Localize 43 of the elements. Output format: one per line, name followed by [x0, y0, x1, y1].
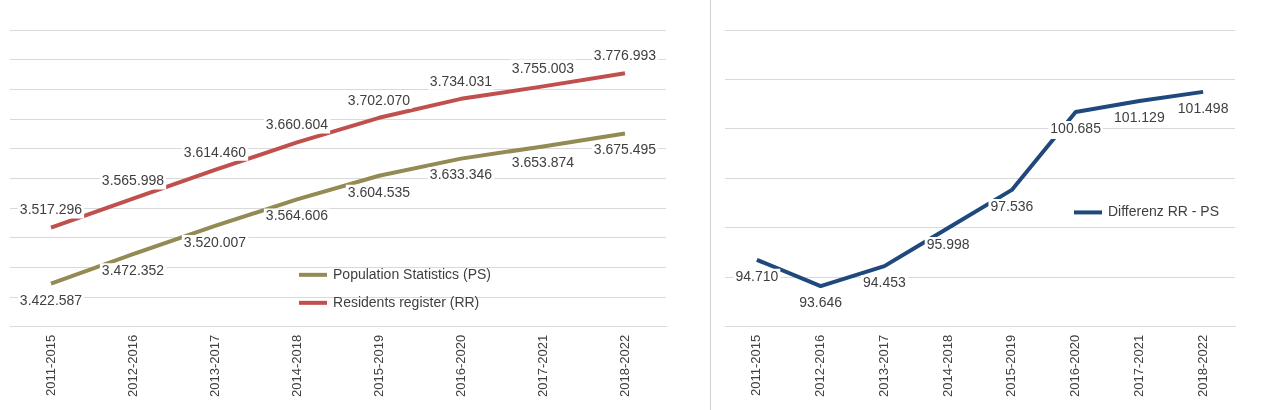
data-label: 3.633.346 — [429, 166, 493, 183]
x-tick-label: 2012-2016 — [124, 334, 140, 397]
data-label: 3.675.495 — [593, 141, 657, 158]
data-label: 3.776.993 — [593, 47, 657, 64]
x-tick-label: 2016-2020 — [452, 334, 468, 397]
data-label: 3.755.003 — [511, 60, 575, 77]
data-label: 93.646 — [799, 293, 843, 310]
x-tick-label: 2014-2018 — [939, 334, 955, 397]
x-tick-label: 2015-2019 — [370, 334, 386, 397]
data-label: 3.702.070 — [347, 91, 411, 108]
data-label: 3.614.460 — [183, 143, 247, 160]
x-tick-label: 2017-2021 — [1130, 334, 1146, 397]
data-label: 101.498 — [1177, 99, 1229, 116]
x-tick-label: 2018-2022 — [1194, 334, 1210, 397]
data-label: 3.517.296 — [19, 201, 83, 218]
x-tick-label: 2016-2020 — [1067, 334, 1083, 397]
legend-label: Differenz RR - PS — [1108, 203, 1219, 220]
data-label: 3.520.007 — [183, 233, 247, 250]
data-label: 3.604.535 — [347, 183, 411, 200]
x-tick-label: 2015-2019 — [1003, 334, 1019, 397]
x-tick-label: 2017-2021 — [534, 334, 550, 397]
data-label: 97.536 — [990, 197, 1034, 214]
x-tick-label: 2014-2018 — [288, 334, 304, 397]
data-label: 3.422.587 — [19, 291, 83, 308]
x-tick-label: 2013-2017 — [206, 334, 222, 397]
x-tick-label: 2013-2017 — [875, 334, 891, 397]
data-label: 3.564.606 — [265, 207, 329, 224]
data-label: 94.710 — [735, 267, 779, 284]
data-label: 100.685 — [1050, 119, 1102, 136]
data-label: 94.453 — [862, 274, 906, 291]
data-label: 3.653.874 — [511, 154, 575, 171]
legend-label: Residents register (RR) — [333, 293, 480, 310]
data-label: 3.734.031 — [429, 72, 493, 89]
legend-label: Population Statistics (PS) — [333, 265, 491, 282]
x-tick-label: 2018-2022 — [616, 334, 632, 397]
data-label: 3.565.998 — [101, 172, 165, 189]
data-label: 3.472.352 — [101, 262, 165, 279]
data-label: 95.998 — [926, 235, 970, 252]
x-tick-label: 2011-2015 — [42, 334, 58, 397]
x-tick-label: 2012-2016 — [812, 334, 828, 397]
data-label: 3.660.604 — [265, 116, 329, 133]
data-label: 101.129 — [1114, 108, 1165, 125]
x-tick-label: 2011-2015 — [748, 334, 764, 397]
